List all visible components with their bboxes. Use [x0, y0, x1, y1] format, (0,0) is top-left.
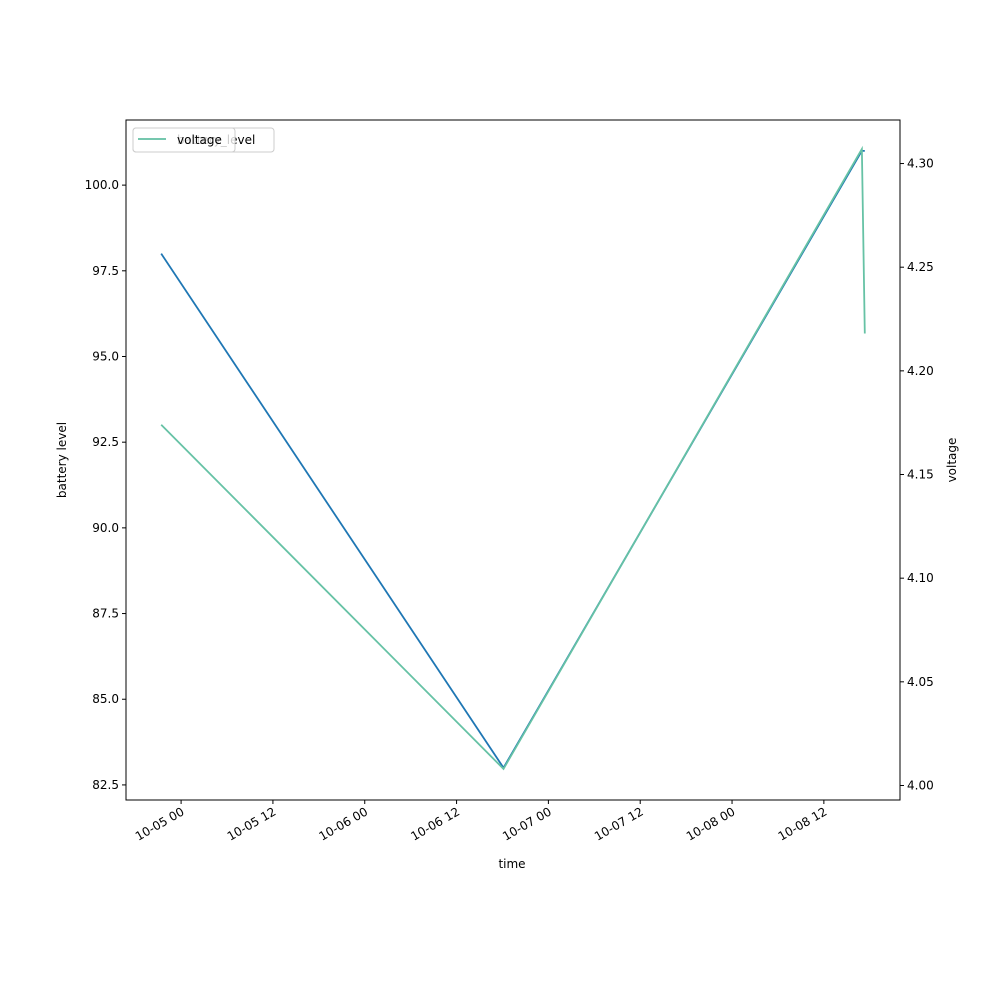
y-axis-label: battery level: [55, 422, 69, 498]
y2-tick-label: 4.30: [907, 157, 934, 171]
y2-tick-label: 4.10: [907, 571, 934, 585]
plot-frame: [125, 119, 901, 801]
y-tick-label: 87.5: [92, 607, 119, 621]
y-tick-label: 92.5: [92, 435, 119, 449]
y-tick-label: 95.0: [92, 349, 119, 363]
y2-tick-label: 4.25: [907, 260, 934, 274]
y-tick-label: 97.5: [92, 264, 119, 278]
x-axis-label: time: [498, 857, 525, 871]
y2-axis-label: voltage: [945, 438, 959, 483]
y2-tick-label: 4.00: [907, 778, 934, 792]
y-tick-label: 90.0: [92, 521, 119, 535]
y-tick-label: 100.0: [85, 178, 119, 192]
series-line: [160, 145, 866, 771]
y2-tick-label: 4.05: [907, 675, 934, 689]
y-tick-label: 82.5: [92, 778, 119, 792]
y2-tick-label: 4.20: [907, 364, 934, 378]
y-tick-label: 85.0: [92, 692, 119, 706]
legend-label: voltage: [177, 133, 222, 147]
y2-tick-label: 4.15: [907, 468, 934, 482]
legend-box: [132, 127, 236, 153]
